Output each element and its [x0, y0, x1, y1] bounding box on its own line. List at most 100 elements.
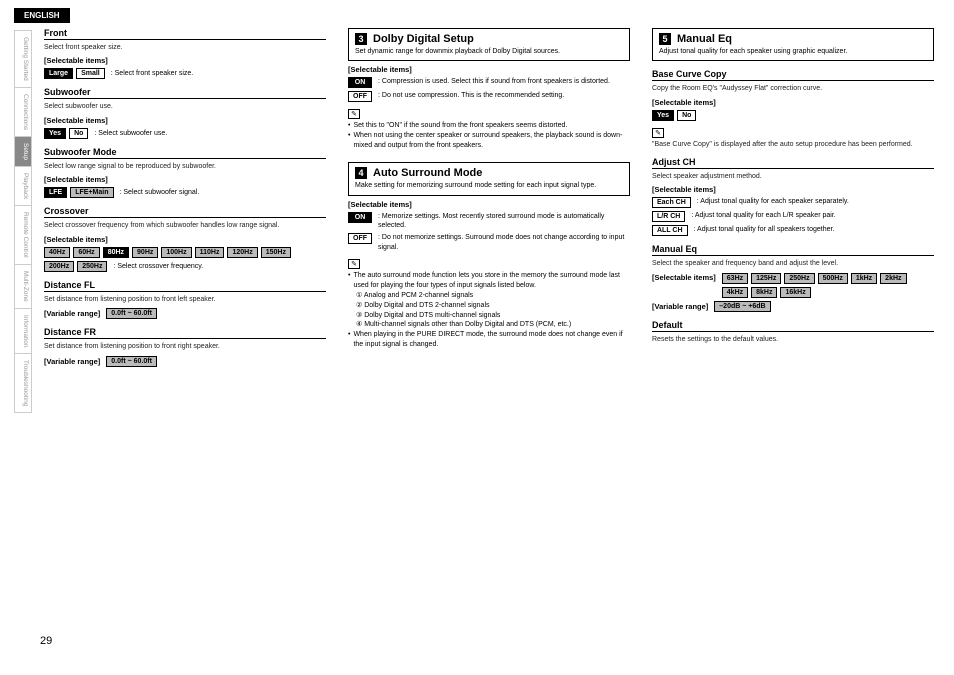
- eq-63[interactable]: 63Hz: [722, 273, 748, 284]
- submode-title: Subwoofer Mode: [44, 147, 326, 159]
- eq-16k[interactable]: 16kHz: [780, 287, 810, 298]
- eq-500[interactable]: 500Hz: [818, 273, 848, 284]
- auto-intro: The auto surround mode function lets you…: [348, 271, 630, 291]
- meq-num: 5: [659, 33, 671, 45]
- chip-80[interactable]: 80Hz: [103, 247, 129, 258]
- chip-100[interactable]: 100Hz: [161, 247, 191, 258]
- meq2-title: Manual Eq: [652, 244, 934, 256]
- note-icon: ✎: [348, 259, 360, 269]
- dolby-off[interactable]: OFF: [348, 91, 372, 102]
- chip-40[interactable]: 40Hz: [44, 247, 70, 258]
- nav-multizone[interactable]: Multi-Zone: [14, 264, 32, 308]
- base-sel: [Selectable items]: [652, 98, 934, 107]
- chip-110[interactable]: 110Hz: [195, 247, 225, 258]
- chip-250[interactable]: 250Hz: [77, 261, 107, 272]
- auto-title: Auto Surround Mode: [373, 167, 482, 179]
- adj-desc: Select speaker adjustment method.: [652, 172, 934, 181]
- sub-sel-label: [Selectable items]: [44, 116, 326, 125]
- sub-title: Subwoofer: [44, 87, 326, 99]
- dolby-sel: [Selectable items]: [348, 65, 630, 74]
- dolby-sub: Set dynamic range for downmix playback o…: [355, 47, 623, 56]
- dfl-range: 0.0ft ~ 60.0ft: [106, 308, 157, 319]
- language-tab: ENGLISH: [14, 8, 70, 23]
- nav-playback[interactable]: Playback: [14, 166, 32, 205]
- dfr-title: Distance FR: [44, 327, 326, 339]
- dolby-off-txt: : Do not use compression. This is the re…: [378, 91, 564, 100]
- auto-l3: ③ Dolby Digital and DTS multi-channel si…: [356, 311, 630, 321]
- eq-2k[interactable]: 2kHz: [880, 273, 906, 284]
- dfl-range-label: [Variable range]: [44, 309, 100, 318]
- front-desc: Select front speaker size.: [44, 43, 326, 52]
- dfr-desc: Set distance from listening position to …: [44, 342, 326, 351]
- eq-1k[interactable]: 1kHz: [851, 273, 877, 284]
- adj-all[interactable]: ALL CH: [652, 225, 688, 236]
- auto-on[interactable]: ON: [348, 212, 372, 223]
- dolby-note1: Set this to "ON" if the sound from the f…: [348, 121, 630, 131]
- dolby-title: Dolby Digital Setup: [373, 33, 474, 45]
- eq-250[interactable]: 250Hz: [784, 273, 814, 284]
- chip-120[interactable]: 120Hz: [227, 247, 257, 258]
- cross-title: Crossover: [44, 206, 326, 218]
- chip-150[interactable]: 150Hz: [261, 247, 291, 258]
- chip-no[interactable]: No: [69, 128, 88, 139]
- meq2-range: –20dB ~ +6dB: [714, 301, 770, 312]
- nav-troubleshooting[interactable]: Troubleshooting: [14, 353, 32, 413]
- submode-sel-label: [Selectable items]: [44, 175, 326, 184]
- submode-desc: Select low range signal to be reproduced…: [44, 162, 326, 171]
- auto-sub: Make setting for memorizing surround mod…: [355, 181, 623, 190]
- base-desc: Copy the Room EQ's "Audyssey Flat" corre…: [652, 84, 934, 93]
- eq-125[interactable]: 125Hz: [751, 273, 781, 284]
- def-desc: Resets the settings to the default value…: [652, 335, 934, 344]
- cross-sel-label: [Selectable items]: [44, 235, 326, 244]
- adj-each-t: : Adjust tonal quality for each speaker …: [697, 197, 849, 206]
- front-title: Front: [44, 28, 326, 40]
- adj-sel: [Selectable items]: [652, 185, 934, 194]
- cross-desc: Select crossover frequency from which su…: [44, 221, 326, 230]
- chip-lfe[interactable]: LFE: [44, 187, 67, 198]
- meq-box: 5 Manual Eq Adjust tonal quality for eac…: [652, 28, 934, 61]
- eq-4k[interactable]: 4kHz: [722, 287, 748, 298]
- chip-90[interactable]: 90Hz: [132, 247, 158, 258]
- cross-note: : Select crossover frequency.: [113, 263, 203, 270]
- meq2-desc: Select the speaker and frequency band an…: [652, 259, 934, 268]
- auto-note2: When playing in the PURE DIRECT mode, th…: [348, 330, 630, 350]
- note-icon: ✎: [348, 109, 360, 119]
- column-1: Front Select front speaker size. [Select…: [44, 28, 326, 370]
- page-number: 29: [40, 635, 52, 647]
- auto-sel: [Selectable items]: [348, 200, 630, 209]
- chip-lfemain[interactable]: LFE+Main: [70, 187, 113, 198]
- adj-each[interactable]: Each CH: [652, 197, 691, 208]
- base-no[interactable]: No: [677, 110, 696, 121]
- adj-lr[interactable]: L/R CH: [652, 211, 685, 222]
- chip-200[interactable]: 200Hz: [44, 261, 74, 272]
- eq-8k[interactable]: 8kHz: [751, 287, 777, 298]
- def-title: Default: [652, 320, 934, 332]
- auto-box: 4 Auto Surround Mode Make setting for me…: [348, 162, 630, 195]
- adj-all-t: : Adjust tonal quality for all speakers …: [694, 225, 835, 234]
- meq2-sel: [Selectable items]: [652, 273, 716, 282]
- chip-60[interactable]: 60Hz: [73, 247, 99, 258]
- chip-yes[interactable]: Yes: [44, 128, 66, 139]
- adj-title: Adjust CH: [652, 157, 934, 169]
- note-icon: ✎: [652, 128, 664, 138]
- side-nav: Getting Started Connections Setup Playba…: [14, 30, 32, 413]
- nav-information[interactable]: Information: [14, 308, 32, 354]
- nav-connections[interactable]: Connections: [14, 87, 32, 136]
- nav-setup[interactable]: Setup: [14, 136, 32, 166]
- submode-note: : Select subwoofer signal.: [120, 189, 200, 196]
- auto-l2: ② Dolby Digital and DTS 2-channel signal…: [356, 301, 630, 311]
- auto-off[interactable]: OFF: [348, 233, 372, 244]
- auto-l1: ① Analog and PCM 2-channel signals: [356, 291, 630, 301]
- meq-sub: Adjust tonal quality for each speaker us…: [659, 47, 927, 56]
- meq2-rl: [Variable range]: [652, 302, 708, 311]
- chip-large[interactable]: Large: [44, 68, 73, 79]
- dfr-range-label: [Variable range]: [44, 357, 100, 366]
- dolby-on[interactable]: ON: [348, 77, 372, 88]
- chip-small[interactable]: Small: [76, 68, 105, 79]
- base-note: "Base Curve Copy" is displayed after the…: [652, 140, 934, 149]
- nav-getting-started[interactable]: Getting Started: [14, 30, 32, 87]
- nav-remote[interactable]: Remote Control: [14, 205, 32, 264]
- base-yes[interactable]: Yes: [652, 110, 674, 121]
- dolby-note2: When not using the center speaker or sur…: [348, 131, 630, 151]
- column-3: 5 Manual Eq Adjust tonal quality for eac…: [652, 28, 934, 370]
